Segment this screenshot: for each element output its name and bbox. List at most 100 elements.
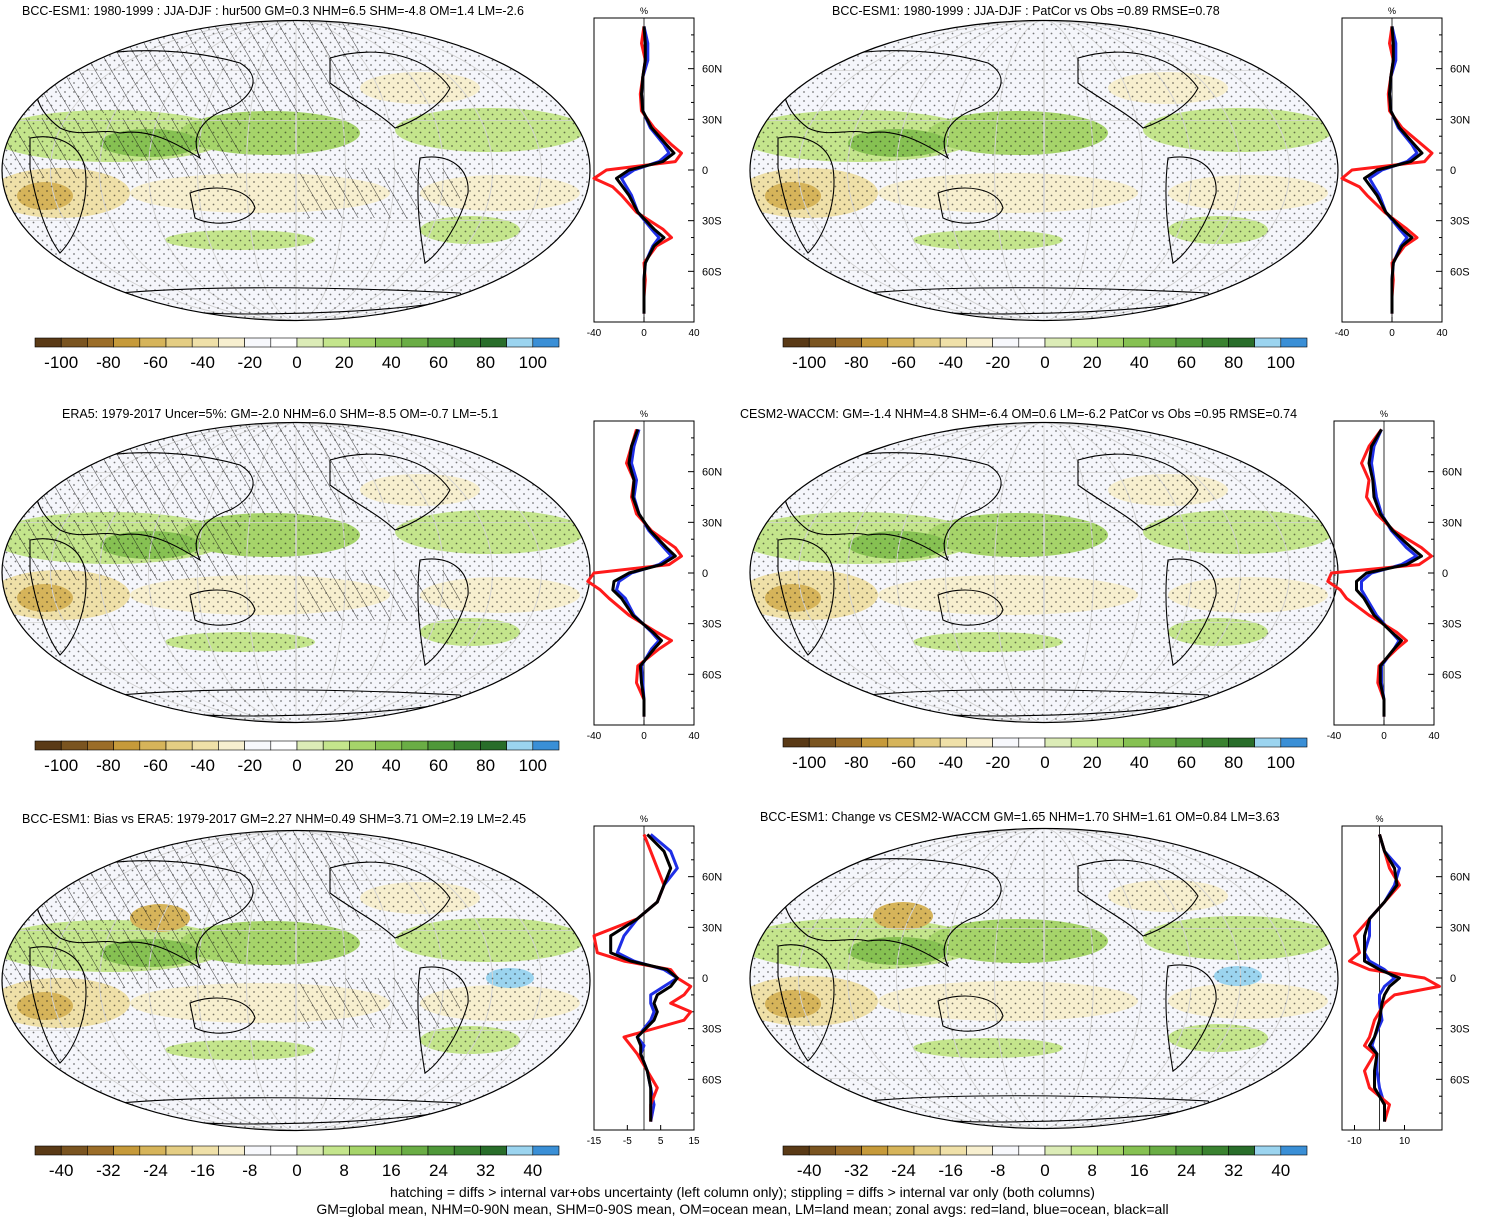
colorbar-label: -20 (238, 756, 263, 775)
x-tick-label: -40 (587, 328, 602, 339)
colorbar-swatch (139, 337, 167, 348)
colorbar-swatch (244, 740, 272, 751)
colorbar-swatch (322, 1145, 350, 1156)
lat-label: 30S (702, 619, 722, 631)
x-tick-label: -15 (587, 1136, 602, 1147)
panel-title: BCC-ESM1: Change vs CESM2-WACCM GM=1.65 … (760, 810, 1280, 824)
colorbar-swatch (1097, 337, 1124, 348)
colorbar-swatch (506, 1145, 534, 1156)
colorbar-swatch (1044, 337, 1072, 348)
colorbar-swatch (966, 337, 993, 348)
lat-label: 60N (702, 64, 722, 76)
colorbar-swatch (401, 337, 429, 348)
lat-label: 60N (1442, 467, 1462, 479)
coastline (189, 589, 256, 626)
lat-label: 30N (1450, 922, 1470, 934)
colorbar-swatch (992, 337, 1020, 348)
x-tick-label: 40 (688, 731, 700, 742)
colorbar-label: -60 (891, 353, 916, 372)
x-tick-label: -5 (623, 1136, 632, 1147)
colorbar-label: 80 (476, 756, 495, 775)
series-line-all (609, 833, 679, 1122)
zonal-unit: % (640, 409, 648, 419)
colorbar-swatch (34, 1145, 62, 1156)
colorbar-label: -16 (190, 1161, 215, 1180)
coastline (783, 452, 1002, 562)
lat-label: 0 (702, 973, 708, 985)
x-tick-label: 0 (1381, 731, 1387, 742)
lat-label: 60N (1450, 872, 1470, 884)
colorbar-swatch (913, 1145, 941, 1156)
colorbar-swatch (453, 1145, 481, 1156)
map-border (749, 19, 1339, 322)
coastline (777, 136, 835, 254)
coastline (777, 944, 835, 1062)
colorbar-swatch (1097, 737, 1124, 748)
colorbar-swatch (532, 337, 560, 348)
lat-label: 60N (702, 467, 722, 479)
colorbar-label: 8 (339, 1161, 348, 1180)
colorbar-swatch (506, 337, 534, 348)
lat-label: 60S (1442, 669, 1462, 681)
colorbar-swatch (349, 337, 376, 348)
panel-title: CESM2-WACCM: GM=-1.4 NHM=4.8 SHM=-6.4 OM… (740, 407, 1298, 421)
colorbar-swatch (453, 337, 481, 348)
colorbar-swatch (349, 740, 376, 751)
hatching (40, 20, 360, 113)
colorbar-label: -80 (844, 353, 869, 372)
colorbar-label: 20 (335, 353, 354, 372)
colorbar-swatch (835, 1145, 862, 1156)
colorbar-label: 40 (523, 1161, 542, 1180)
colorbar-swatch (87, 1145, 114, 1156)
map-field (2, 830, 590, 1131)
lat-label: 30S (1450, 216, 1470, 228)
hatching (2, 520, 240, 580)
coastline (29, 136, 87, 254)
colorbar: -100 -80 -60 -40 -20 0 20 40 60 80 100 (782, 737, 1308, 772)
map-field (2, 422, 590, 723)
colorbar-swatch (60, 337, 88, 348)
coastline (1165, 964, 1217, 1072)
colorbar-swatch (1254, 1145, 1282, 1156)
lat-label: 60S (1450, 1074, 1470, 1086)
coastline (783, 858, 1002, 968)
colorbar-label: 40 (1130, 353, 1149, 372)
lat-label: 30S (702, 216, 722, 228)
colorbar-label: -60 (143, 756, 168, 775)
coastline (1077, 859, 1199, 937)
colorbar-swatch (218, 337, 245, 348)
colorbar-swatch (992, 1145, 1020, 1156)
map-field (750, 422, 1338, 723)
colorbar-label: 20 (1083, 353, 1102, 372)
colorbar-swatch (375, 1145, 403, 1156)
lat-label: 30S (702, 1024, 722, 1036)
lat-label: 30N (1442, 517, 1462, 529)
colorbar-swatch (270, 337, 298, 348)
colorbar-swatch (808, 1145, 836, 1156)
colorbar-label: 24 (429, 1161, 448, 1180)
colorbar-swatch (375, 740, 403, 751)
coastline (329, 861, 451, 939)
map-border (1, 421, 591, 724)
colorbar-swatch (835, 337, 862, 348)
coastline (777, 538, 835, 656)
coastline (35, 860, 254, 970)
coastline (35, 452, 254, 562)
colorbar-label: 0 (1040, 1161, 1049, 1180)
colorbar-label: -32 (844, 1161, 869, 1180)
lat-label: 60S (702, 266, 722, 278)
zonal-mean-plot: % 60N 30N 0 30S 60S -10 10 (1341, 814, 1470, 1147)
lat-label: 0 (1450, 165, 1456, 177)
colorbar-label: 40 (382, 756, 401, 775)
colorbar-label: 60 (1177, 353, 1196, 372)
hatching (300, 168, 460, 218)
colorbar-swatch (1175, 1145, 1203, 1156)
colorbar-label: 0 (1040, 353, 1049, 372)
colorbar-swatch (139, 1145, 167, 1156)
x-tick-label: 40 (688, 328, 700, 339)
colorbar-swatch (60, 1145, 88, 1156)
zonal-unit: % (1375, 814, 1383, 824)
colorbar-label: -24 (891, 1161, 916, 1180)
colorbar-swatch (1201, 1145, 1229, 1156)
series-line-all (615, 26, 676, 314)
